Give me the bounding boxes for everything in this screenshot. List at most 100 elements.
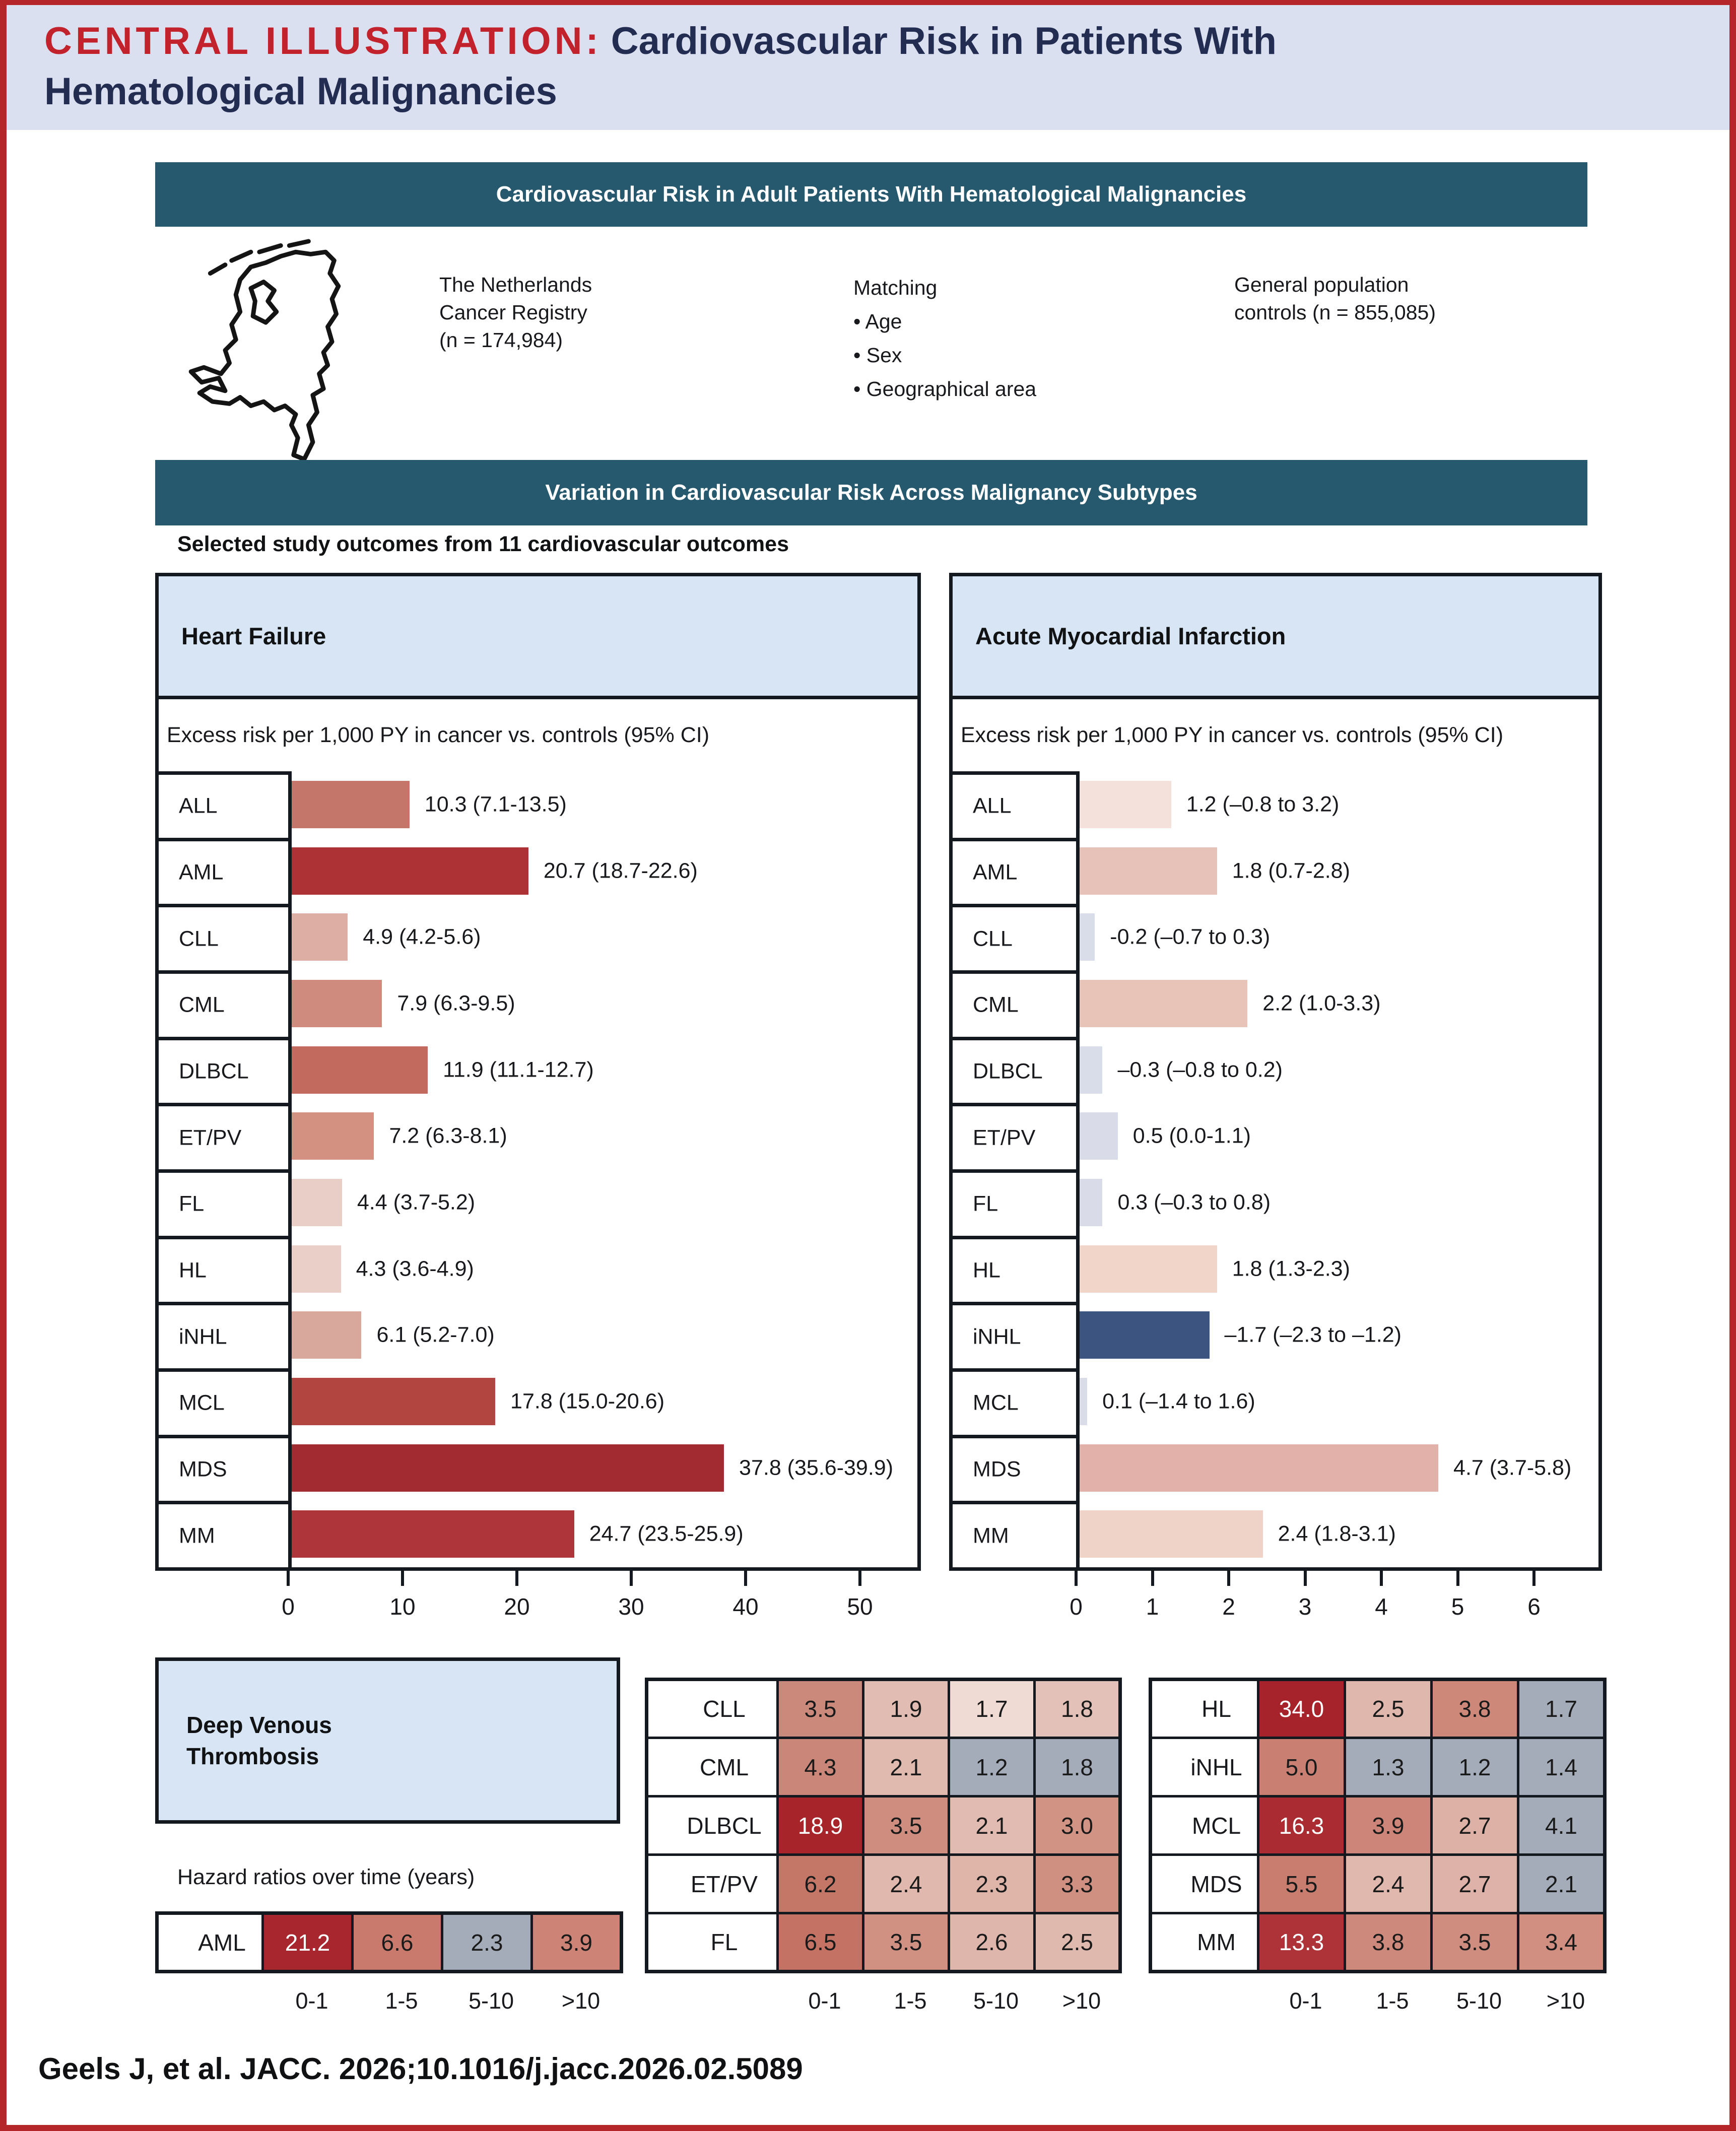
bar-row: CML 2.2 (1.0-3.3) — [953, 970, 1598, 1037]
category-label-box: ALL — [159, 771, 292, 838]
axis-tick-label: 1 — [1146, 1593, 1159, 1620]
heatmap-row: DLBCL 18.9 3.5 2.1 3.0 — [645, 1795, 1121, 1856]
heatmap-col-label: 1-5 — [894, 1988, 927, 2014]
risk-bar — [292, 1178, 342, 1226]
category-label: ALL — [973, 793, 1012, 818]
heatmap-row-label: MDS — [1149, 1853, 1259, 1914]
risk-value-label: 37.8 (35.6-39.9) — [739, 1455, 894, 1480]
dvt-title-line: Thrombosis — [186, 1743, 319, 1769]
risk-bar — [1080, 847, 1217, 895]
risk-bar — [292, 1444, 724, 1492]
heatmap-col-label: 1-5 — [385, 1988, 418, 2014]
heatmap-row-label: CLL — [645, 1678, 779, 1739]
risk-bar — [1080, 1311, 1210, 1359]
risk-bar — [292, 1510, 574, 1558]
category-label-box: MDS — [953, 1434, 1080, 1501]
category-label: HL — [973, 1258, 1000, 1283]
heatmap-cell: 3.8 — [1344, 1912, 1433, 1973]
risk-value-label: 2.2 (1.0-3.3) — [1262, 991, 1381, 1016]
risk-value-label: 0.5 (0.0-1.1) — [1132, 1123, 1251, 1148]
risk-value-label: 10.3 (7.1-13.5) — [424, 792, 567, 817]
heatmap-cell: 1.2 — [948, 1737, 1036, 1797]
risk-value-label: 2.4 (1.8-3.1) — [1278, 1521, 1396, 1546]
category-label: ET/PV — [179, 1125, 242, 1150]
figure-title-line2: Hematological Malignancies — [44, 70, 557, 113]
heatmap-col-label: 0-1 — [808, 1988, 841, 2014]
heatmap-cell: 1.2 — [1430, 1737, 1519, 1797]
heatmap-cell: 3.9 — [1344, 1795, 1433, 1856]
heatmap-row-label: DLBCL — [645, 1795, 779, 1856]
dvt-box: Deep Venous Thrombosis — [155, 1657, 620, 1824]
risk-value-label: 7.9 (6.3-9.5) — [397, 991, 515, 1016]
risk-bar — [1080, 1178, 1103, 1226]
risk-bar — [292, 1245, 341, 1293]
bar-row: FL 0.3 (–0.3 to 0.8) — [953, 1169, 1598, 1236]
heatmap-cell: 3.4 — [1517, 1912, 1606, 1973]
heatmap-cell: 3.5 — [1430, 1912, 1519, 1973]
bar-row: iNHL –1.7 (–2.3 to –1.2) — [953, 1302, 1598, 1369]
heatmap-cell: 3.5 — [862, 1795, 950, 1856]
bar-row: CML 7.9 (6.3-9.5) — [159, 970, 917, 1037]
risk-bar — [292, 1311, 362, 1359]
heatmap-cell: 1.8 — [1033, 1678, 1121, 1739]
category-label-box: FL — [953, 1169, 1080, 1236]
heatmap-cell: 1.3 — [1344, 1737, 1433, 1797]
acute-mi-rows: ALL 1.2 (–0.8 to 3.2) AML 1.8 (0.7-2.8) CLL -… — [953, 771, 1598, 1568]
category-label-box: DLBCL — [953, 1036, 1080, 1103]
controls-info: General population controls (n = 855,085… — [1234, 271, 1436, 326]
category-label: CML — [973, 992, 1019, 1017]
heatmap-col-label: 0-1 — [1289, 1988, 1322, 2014]
heatmap-cell: 2.7 — [1430, 1795, 1519, 1856]
heatmap-row: FL 6.5 3.5 2.6 2.5 — [645, 1912, 1121, 1973]
axis-tick — [1303, 1571, 1307, 1586]
matching-item: • Geographical area — [853, 377, 1037, 401]
heatmap-col-labels: 0-1 1-5 5-10 >10 — [267, 1988, 626, 2014]
bar-row: CLL 4.9 (4.2-5.6) — [159, 904, 917, 971]
risk-bar — [292, 780, 410, 828]
variation-banner: Variation in Cardiovascular Risk Across … — [155, 460, 1587, 525]
axis-tick-label: 10 — [389, 1593, 416, 1620]
bar-row: MCL 17.8 (15.0-20.6) — [159, 1368, 917, 1435]
risk-bar — [292, 979, 382, 1027]
category-label: MDS — [179, 1457, 227, 1482]
figure-title-line1: CENTRAL ILLUSTRATION: Cardiovascular Risk… — [44, 19, 1277, 63]
category-label-box: AML — [159, 837, 292, 904]
risk-value-label: 17.8 (15.0-20.6) — [510, 1389, 665, 1414]
red-border-top — [0, 0, 1736, 5]
axis-tick — [630, 1571, 633, 1586]
acute-mi-x-axis: 0 1 2 3 4 5 6 — [1070, 1571, 1600, 1631]
bar-row: MCL 0.1 (–1.4 to 1.6) — [953, 1368, 1598, 1435]
risk-value-label: 1.8 (1.3-2.3) — [1232, 1256, 1350, 1281]
axis-tick-label: 6 — [1527, 1593, 1541, 1620]
risk-bar — [292, 1046, 428, 1094]
heatmap-col-label: >10 — [561, 1988, 600, 2014]
heatmap-row-label: MM — [1149, 1912, 1259, 1973]
heatmap-col-labels: 0-1 1-5 5-10 >10 — [1262, 1988, 1609, 2014]
heatmap-col-labels: 0-1 1-5 5-10 >10 — [782, 1988, 1124, 2014]
axis-tick-label: 3 — [1298, 1593, 1312, 1620]
bar-row: ET/PV 0.5 (0.0-1.1) — [953, 1103, 1598, 1170]
risk-bar — [1080, 1112, 1118, 1160]
controls-line: General population — [1234, 273, 1409, 296]
heatmap-cell: 1.4 — [1517, 1737, 1606, 1797]
risk-value-label: 4.4 (3.7-5.2) — [357, 1190, 476, 1215]
bar-row: AML 20.7 (18.7-22.6) — [159, 837, 917, 904]
category-label: MM — [179, 1523, 215, 1548]
heatmap-cell: 3.5 — [776, 1678, 864, 1739]
risk-value-label: 11.9 (11.1-12.7) — [443, 1057, 594, 1082]
title-text-line1: Cardiovascular Risk in Patients With — [611, 20, 1277, 62]
dvt-title-line: Deep Venous — [186, 1712, 332, 1738]
category-label-box: CLL — [159, 904, 292, 971]
heatmap-row-label: HL — [1149, 1678, 1259, 1739]
heatmap-col-label: 5-10 — [1456, 1988, 1502, 2014]
risk-value-label: –0.3 (–0.8 to 0.2) — [1117, 1057, 1283, 1082]
category-label: ET/PV — [973, 1125, 1036, 1150]
risk-bar — [292, 1112, 374, 1160]
risk-bar — [1080, 979, 1248, 1027]
heatmap-row: CML 4.3 2.1 1.2 1.8 — [645, 1737, 1121, 1797]
heatmap-row: AML 21.2 6.6 2.3 3.9 — [156, 1912, 623, 1973]
registry-line: (n = 174,984) — [439, 328, 563, 352]
matching-title: Matching — [853, 276, 938, 299]
heatmap-row: ET/PV 6.2 2.4 2.3 3.3 — [645, 1853, 1121, 1914]
